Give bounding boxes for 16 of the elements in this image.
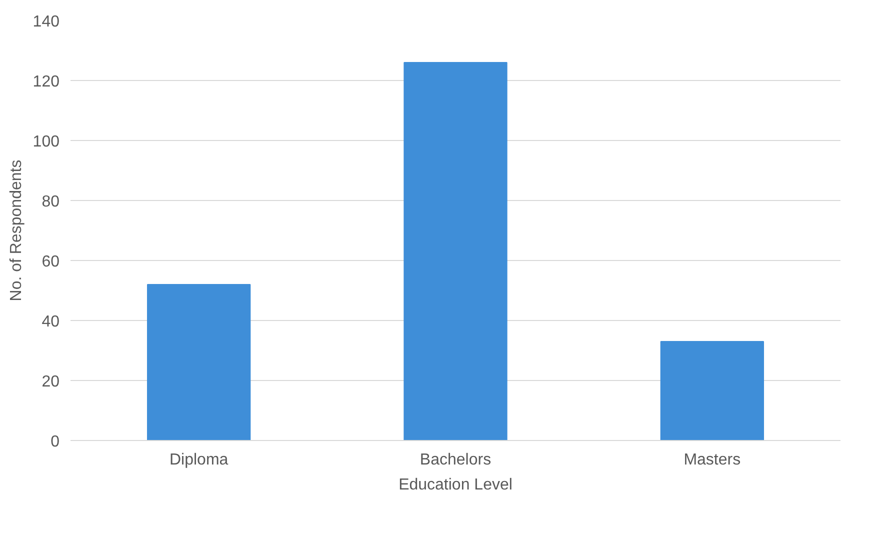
y-tick-label: 0 (50, 434, 60, 450)
x-axis-title: Education Level (398, 476, 512, 494)
x-tick-label: Masters (684, 452, 741, 468)
y-tick-label: 40 (42, 314, 60, 330)
bar (147, 284, 251, 440)
y-tick-label: 20 (42, 374, 60, 390)
bar (660, 341, 764, 440)
x-tick-label: Diploma (169, 452, 228, 468)
y-tick-label: 140 (32, 14, 60, 30)
y-tick-label: 80 (42, 194, 60, 210)
y-tick-label: 120 (32, 74, 60, 90)
y-tick-label: 100 (32, 134, 60, 150)
bar (404, 62, 508, 440)
x-tick-label: Bachelors (420, 452, 492, 468)
y-axis-title: No. of Respondents (8, 160, 25, 302)
y-tick-label: 60 (42, 254, 60, 270)
